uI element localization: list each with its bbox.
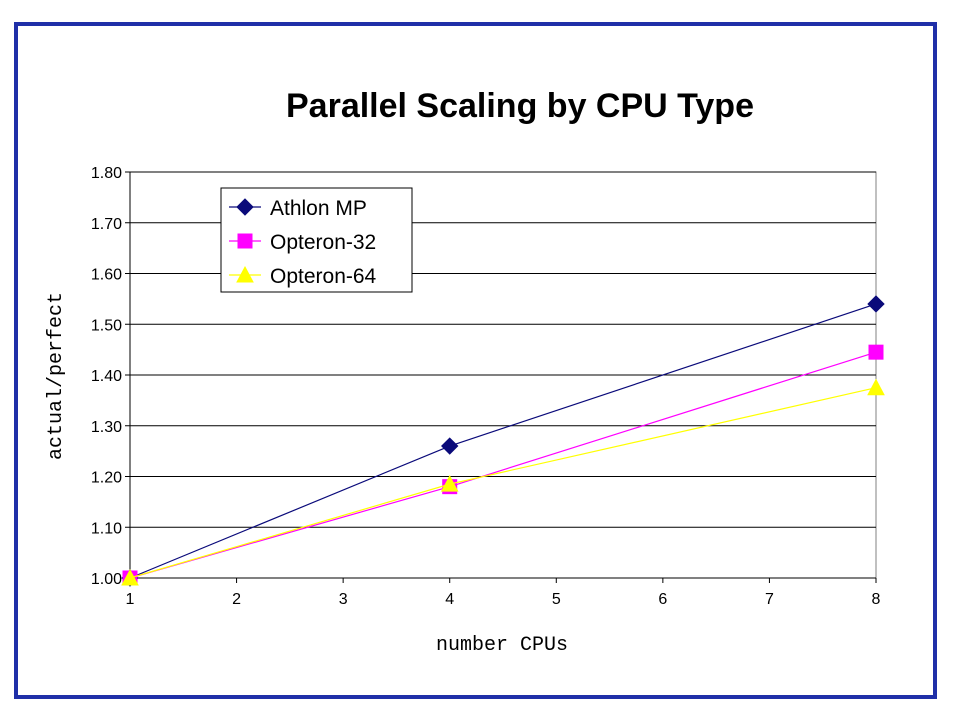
y-tick-label: 1.60 xyxy=(91,267,122,284)
legend-item: Opteron-64 xyxy=(229,265,377,288)
data-point xyxy=(867,295,885,313)
legend-item: Opteron-32 xyxy=(229,231,376,254)
series-layer xyxy=(121,295,885,587)
x-tick-label: 7 xyxy=(765,591,774,608)
data-point xyxy=(121,568,139,586)
y-tick-label: 1.00 xyxy=(91,571,122,588)
x-tick-label: 1 xyxy=(126,591,135,608)
legend-label: Athlon MP xyxy=(270,197,367,220)
legend: Athlon MP Opteron-32 Opteron-64 xyxy=(220,187,413,293)
x-axis-label: number CPUs xyxy=(436,634,568,657)
x-ticks: 1 2 3 4 5 6 7 8 xyxy=(126,578,881,608)
data-point xyxy=(867,378,885,396)
y-tick-label: 1.80 xyxy=(91,165,122,182)
legend-marker xyxy=(237,233,253,249)
y-tick-label: 1.30 xyxy=(91,419,122,436)
x-tick-label: 2 xyxy=(232,591,241,608)
series-opteron-64 xyxy=(121,378,885,586)
data-point xyxy=(440,475,459,492)
y-tick-label: 1.50 xyxy=(91,317,122,334)
data-point xyxy=(441,437,459,455)
legend-item: Athlon MP xyxy=(229,197,367,220)
x-tick-label: 3 xyxy=(339,591,348,608)
x-tick-label: 8 xyxy=(872,591,881,608)
y-axis-label: actual/perfect xyxy=(45,292,68,460)
legend-label: Opteron-32 xyxy=(270,231,376,254)
x-tick-label: 6 xyxy=(658,591,667,608)
y-tick-label: 1.20 xyxy=(91,470,122,487)
legend-marker xyxy=(236,265,254,283)
x-tick-label: 4 xyxy=(445,591,454,608)
x-tick-label: 5 xyxy=(552,591,561,608)
chart-title: Parallel Scaling by CPU Type xyxy=(286,87,754,125)
y-tick-label: 1.70 xyxy=(91,216,122,233)
y-tick-label: 1.40 xyxy=(91,368,122,385)
y-ticks: 1.00 1.10 1.20 1.30 1.40 1.50 1.60 1.70 1.80 xyxy=(91,165,130,588)
legend-label: Opteron-64 xyxy=(270,265,377,288)
y-tick-label: 1.10 xyxy=(91,520,122,537)
legend-marker xyxy=(236,198,254,216)
data-point xyxy=(868,344,884,360)
